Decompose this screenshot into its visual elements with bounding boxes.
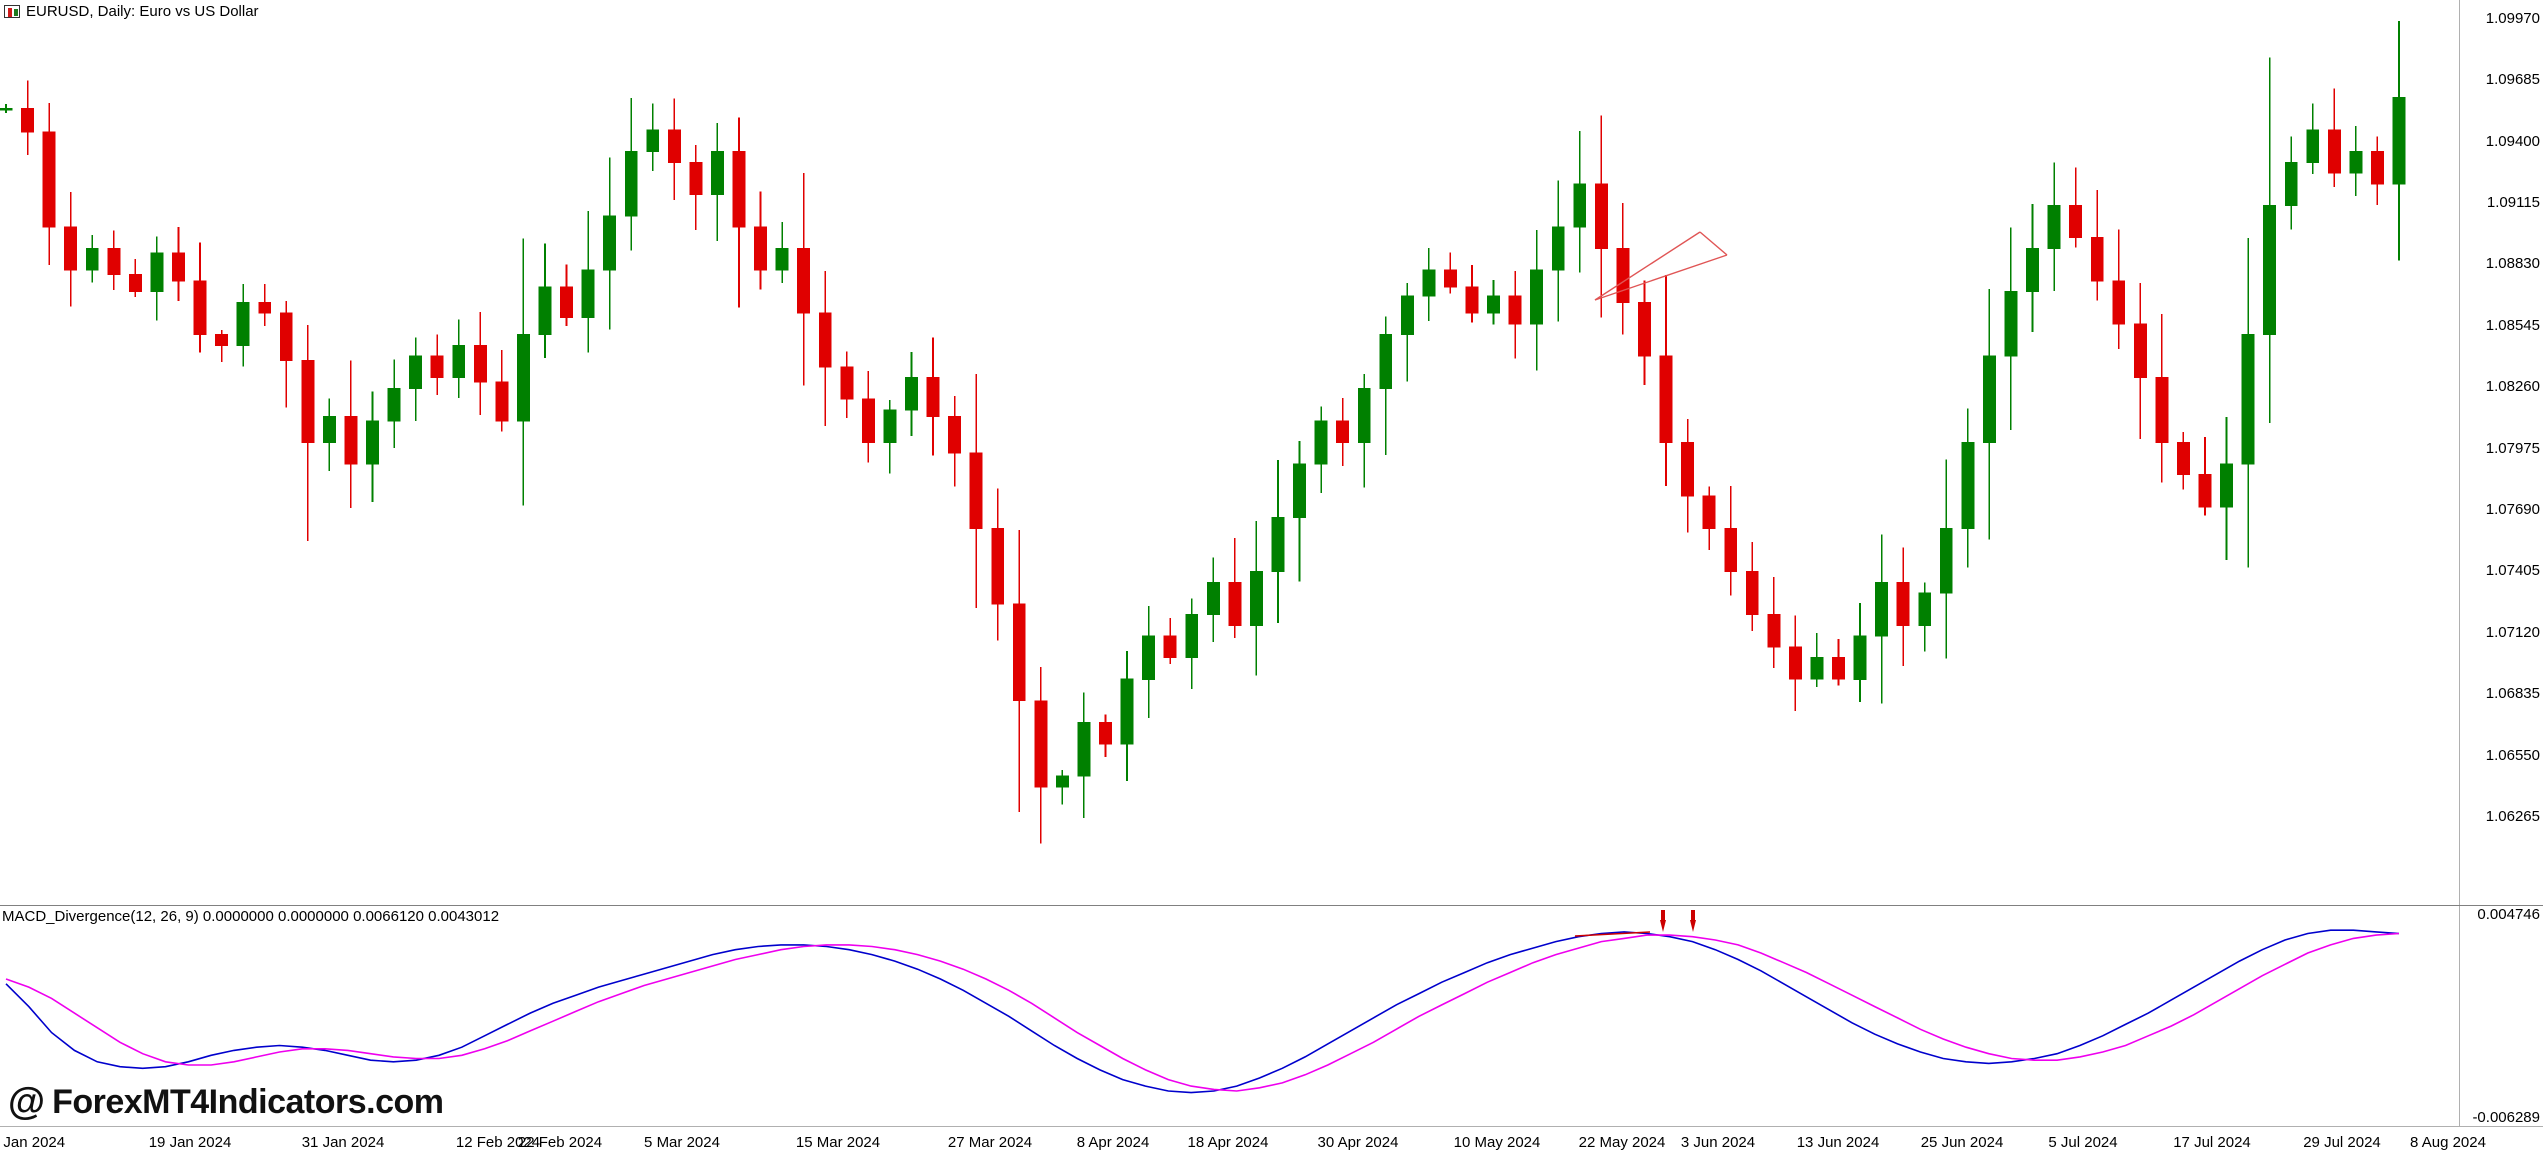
price-axis-label: 1.09685 bbox=[2485, 71, 2540, 88]
site-watermark: @ ForexMT4Indicators.com bbox=[8, 1081, 444, 1123]
price-candlestick-plot bbox=[0, 20, 2406, 844]
macd-axis: 0.004746 -0.006289 bbox=[2459, 906, 2543, 1126]
time-axis-label: 5 Jul 2024 bbox=[2048, 1134, 2118, 1151]
macd-plot bbox=[5, 910, 2400, 1094]
time-axis-label: 8 Aug 2024 bbox=[2410, 1134, 2486, 1151]
macd-signal-line bbox=[5, 932, 2400, 1092]
time-axis-label: 18 Apr 2024 bbox=[1187, 1134, 1269, 1151]
time-axis-label: 15 Mar 2024 bbox=[795, 1134, 881, 1151]
price-axis-label: 1.07405 bbox=[2485, 562, 2540, 579]
price-axis-label: 1.06550 bbox=[2485, 747, 2540, 764]
candlestick-icon bbox=[4, 5, 20, 18]
macd-axis-label: 0.004746 bbox=[2477, 906, 2540, 923]
divergence-arrow-icons bbox=[1660, 910, 1696, 932]
time-axis-label: 19 Jan 2024 bbox=[148, 1134, 232, 1151]
time-axis: 9 Jan 2024 19 Jan 2024 31 Jan 2024 12 Feb 2… bbox=[0, 1126, 2543, 1159]
time-axis-label: 22 May 2024 bbox=[1578, 1134, 1666, 1151]
time-axis-label: 30 Apr 2024 bbox=[1317, 1134, 1399, 1151]
symbol-header: EURUSD, Daily: Euro vs US Dollar bbox=[4, 3, 259, 20]
price-axis-label: 1.09115 bbox=[2486, 194, 2540, 211]
time-axis-label: 22 Feb 2024 bbox=[517, 1134, 603, 1151]
time-axis-label: 12 Feb 2024 bbox=[455, 1134, 541, 1151]
price-axis-label: 1.06265 bbox=[2485, 808, 2540, 825]
price-axis: 1.09970 1.09685 1.09400 1.09115 1.08830 1.085… bbox=[2459, 0, 2543, 905]
at-sign-icon: @ bbox=[8, 1081, 46, 1123]
price-axis-label: 1.08260 bbox=[2485, 378, 2540, 395]
time-axis-label: 5 Mar 2024 bbox=[644, 1134, 720, 1151]
macd-indicator-label: MACD_Divergence(12, 26, 9) 0.0000000 0.0… bbox=[2, 908, 500, 925]
time-axis-label: 27 Mar 2024 bbox=[947, 1134, 1033, 1151]
time-axis-label: 10 May 2024 bbox=[1453, 1134, 1541, 1151]
price-axis-label: 1.08830 bbox=[2485, 255, 2540, 272]
price-axis-label: 1.09970 bbox=[2485, 10, 2540, 27]
time-axis-label: 29 Jul 2024 bbox=[2303, 1134, 2381, 1151]
time-axis-label: 8 Apr 2024 bbox=[1076, 1134, 1150, 1151]
price-axis-label: 1.09400 bbox=[2485, 133, 2540, 150]
watermark-label: ForexMT4Indicators.com bbox=[52, 1083, 444, 1121]
macd-axis-label: -0.006289 bbox=[2472, 1109, 2540, 1126]
price-axis-label: 1.08545 bbox=[2485, 317, 2540, 334]
symbol-title: EURUSD, Daily: Euro vs US Dollar bbox=[26, 3, 259, 20]
time-axis-label: 3 Jun 2024 bbox=[1680, 1134, 1756, 1151]
time-axis-label: 13 Jun 2024 bbox=[1796, 1134, 1880, 1151]
macd-indicator-panel[interactable]: MACD_Divergence(12, 26, 9) 0.0000000 0.0… bbox=[0, 906, 2543, 1126]
time-axis-label: 31 Jan 2024 bbox=[301, 1134, 385, 1151]
price-axis-label: 1.07120 bbox=[2485, 624, 2540, 641]
price-axis-label: 1.07975 bbox=[2485, 440, 2540, 457]
time-axis-label: 9 Jan 2024 bbox=[0, 1134, 66, 1151]
macd-line bbox=[5, 929, 2400, 1094]
time-axis-label: 25 Jun 2024 bbox=[1920, 1134, 2004, 1151]
time-axis-label: 17 Jul 2024 bbox=[2173, 1134, 2251, 1151]
price-axis-label: 1.07690 bbox=[2485, 501, 2540, 518]
price-axis-label: 1.06835 bbox=[2485, 685, 2540, 702]
price-chart-panel[interactable]: EURUSD, Daily: Euro vs US Dollar 1.09970… bbox=[0, 0, 2543, 906]
